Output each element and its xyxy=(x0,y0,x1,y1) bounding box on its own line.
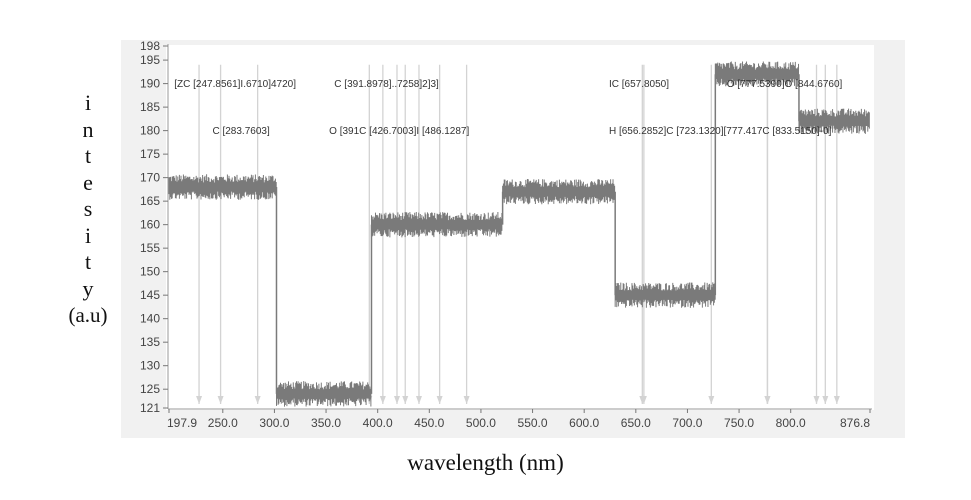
y-tick-label: 125 xyxy=(140,382,160,396)
peak-annotations: [ZC [247.8561]I.6710]4720] C [391.8978]..… xyxy=(174,79,842,137)
y-tick-label: 175 xyxy=(140,147,160,161)
peak-annotation: IC [657.8050] xyxy=(609,79,669,90)
peak-marker-arrow xyxy=(822,396,829,404)
peak-marker-arrow xyxy=(217,396,224,404)
x-tick-label: 700.0 xyxy=(672,416,702,430)
peak-annotation: [ZC [247.8561]I.6710]4720] xyxy=(174,79,296,90)
x-tick-label: 400.0 xyxy=(363,416,393,430)
x-tick-label: 350.0 xyxy=(311,416,341,430)
peak-annotation: H [656.2852]C [723.1320][777.417C [833.5… xyxy=(609,126,832,137)
y-tick-label: 190 xyxy=(140,77,160,91)
series-segment xyxy=(714,61,800,87)
axes xyxy=(167,44,872,410)
y-tick-label: 198 xyxy=(140,39,160,53)
peak-marker-arrow xyxy=(708,396,715,404)
peak-marker-arrow xyxy=(393,396,400,404)
y-axis-label: i n t e s i t y (a.u) xyxy=(58,90,118,329)
series-segment xyxy=(798,108,870,134)
peak-marker-arrow xyxy=(813,396,820,404)
y-axis-letter: t xyxy=(84,249,92,274)
x-tick-label: 500.0 xyxy=(466,416,496,430)
peak-marker-arrow xyxy=(833,396,840,404)
x-tick-label: 197.9 xyxy=(167,416,197,430)
x-tick-label: 876.8 xyxy=(840,416,870,430)
x-tick-labels: 197.9 250.0 300.0 350.0 400.0 450.0 500.0 550.0… xyxy=(167,409,871,430)
y-tick-label: 160 xyxy=(140,218,160,232)
y-tick-label: 155 xyxy=(140,241,160,255)
y-axis-letter: i xyxy=(84,222,92,248)
series-segment xyxy=(502,178,616,205)
y-tick-label: 150 xyxy=(140,265,160,279)
x-tick-label: 550.0 xyxy=(518,416,548,430)
y-axis-letter: y xyxy=(82,275,94,301)
x-tick-label: 300.0 xyxy=(259,416,289,430)
x-tick-label: 650.0 xyxy=(621,416,651,430)
peak-markers xyxy=(196,64,840,404)
y-tick-label: 145 xyxy=(140,288,160,302)
peak-marker-arrow xyxy=(463,396,470,404)
peak-marker-arrow xyxy=(402,396,409,404)
x-tick-label: 450.0 xyxy=(414,416,444,430)
y-tick-label: 180 xyxy=(140,124,160,138)
peak-marker-arrow xyxy=(436,396,443,404)
y-axis-letter: n xyxy=(82,116,94,142)
series-segment xyxy=(168,174,277,200)
peak-marker-arrow xyxy=(196,396,203,404)
y-axis-letter: e xyxy=(83,169,93,195)
y-axis-letter: t xyxy=(84,143,92,168)
x-tick-label: 800.0 xyxy=(776,416,806,430)
x-axis-label: wavelength (nm) xyxy=(407,450,564,475)
y-tick-label: 121 xyxy=(140,401,160,415)
peak-annotation: O [391C [426.7003]I [486.1287] xyxy=(329,126,469,137)
series-segment xyxy=(614,282,716,308)
y-tick-label: 185 xyxy=(140,100,160,114)
peak-marker-arrow xyxy=(254,396,261,404)
peak-annotation: C [283.7603] xyxy=(212,126,269,137)
y-axis-letter: s xyxy=(83,196,93,221)
y-axis-letter: i xyxy=(84,90,92,115)
y-axis-unit: (a.u) xyxy=(68,303,108,327)
spectrum-series xyxy=(168,61,870,407)
plot-area xyxy=(166,45,874,410)
x-tick-label: 750.0 xyxy=(724,416,754,430)
x-tick-label: 250.0 xyxy=(208,416,238,430)
peak-marker-arrow xyxy=(764,396,771,404)
x-tick-label: 600.0 xyxy=(569,416,599,430)
peak-annotation: O [777.5390]O [844.6760] xyxy=(727,79,843,90)
y-tick-label: 165 xyxy=(140,194,160,208)
y-tick-label: 140 xyxy=(140,312,160,326)
y-tick-label: 170 xyxy=(140,171,160,185)
peak-marker-arrow xyxy=(379,396,386,404)
peak-marker-arrow xyxy=(415,396,422,404)
y-tick-label: 135 xyxy=(140,335,160,349)
y-tick-label: 130 xyxy=(140,359,160,373)
peak-marker-arrow xyxy=(640,396,647,404)
y-tick-label: 195 xyxy=(140,53,160,67)
series-segment xyxy=(275,381,372,407)
peak-annotation: C [391.8978]..7258]2]3] xyxy=(334,79,439,90)
